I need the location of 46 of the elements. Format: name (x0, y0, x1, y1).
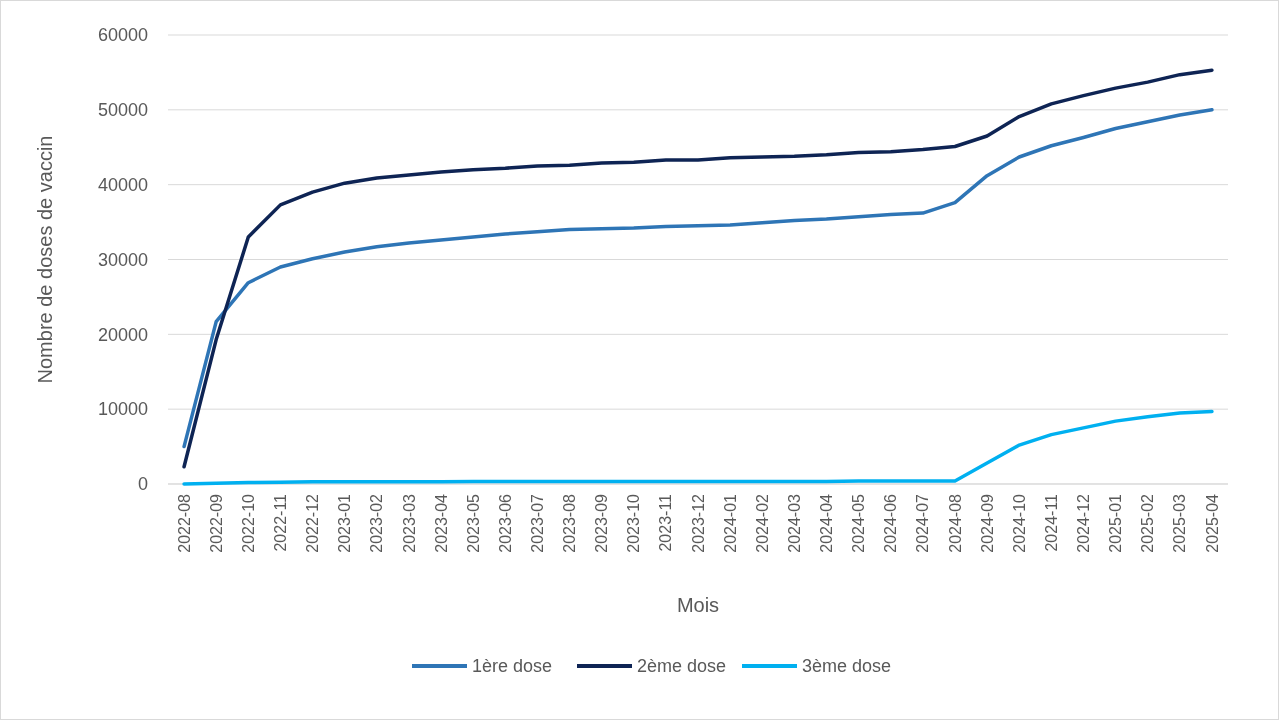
x-tick-label: 2022-08 (175, 493, 193, 553)
line-series (182, 409, 1214, 486)
x-tick-label: 2022-11 (272, 493, 290, 552)
y-tick-label: 0 (137, 474, 148, 495)
y-tick-label: 60000 (97, 25, 148, 46)
x-axis-title: Mois (676, 594, 720, 616)
x-tick-label: 2024-07 (914, 493, 932, 553)
x-tick-label: 2025-01 (1107, 493, 1125, 553)
x-tick-label: 2023-03 (400, 493, 418, 553)
x-tick-label: 2023-09 (593, 493, 611, 553)
x-tick-label: 2024-11 (1042, 493, 1060, 552)
y-tick-label: 50000 (97, 100, 148, 121)
x-tick-label: 2024-10 (1010, 493, 1028, 553)
x-tick-label: 2025-02 (1139, 493, 1157, 553)
x-tick-label: 2023-10 (625, 493, 643, 553)
x-tick-label: 2024-12 (1075, 493, 1093, 553)
x-tick-label: 2022-10 (239, 493, 257, 553)
x-tick-label: 2024-04 (818, 493, 836, 553)
x-tick-label: 2023-12 (689, 493, 707, 553)
y-tick-label: 10000 (97, 399, 148, 420)
x-tick-label: 2025-04 (1203, 493, 1221, 553)
x-tick-label: 2023-06 (496, 493, 514, 553)
legend-label: 1ère dose (472, 656, 553, 677)
x-tick-label: 2024-08 (946, 493, 964, 553)
x-tick-label: 2022-09 (207, 493, 225, 553)
y-tick-label: 30000 (97, 249, 148, 270)
x-tick-label: 2023-07 (528, 493, 546, 553)
legend-label: 3ème dose (802, 656, 892, 677)
x-tick-label: 2024-05 (850, 493, 868, 553)
x-tick-label: 2023-04 (432, 493, 450, 553)
x-tick-label: 2022-12 (304, 493, 322, 553)
x-tick-label: 2023-08 (561, 493, 579, 553)
x-tick-label: 2024-01 (721, 493, 739, 553)
y-axis-title: Nombre de doses de vaccin (34, 135, 56, 384)
legend-label: 2ème dose (637, 656, 727, 677)
x-tick-label: 2024-06 (882, 493, 900, 553)
x-tick-label: 2025-03 (1171, 493, 1189, 553)
x-tick-label: 2023-11 (657, 493, 675, 552)
y-tick-label: 20000 (97, 324, 148, 345)
x-tick-label: 2023-05 (464, 493, 482, 553)
x-tick-label: 2024-02 (753, 493, 771, 553)
x-tick-label: 2023-02 (368, 493, 386, 553)
x-tick-label: 2023-01 (336, 493, 354, 553)
y-tick-label: 40000 (97, 174, 148, 195)
x-tick-label: 2024-09 (978, 493, 996, 553)
x-tick-label: 2024-03 (785, 493, 803, 553)
